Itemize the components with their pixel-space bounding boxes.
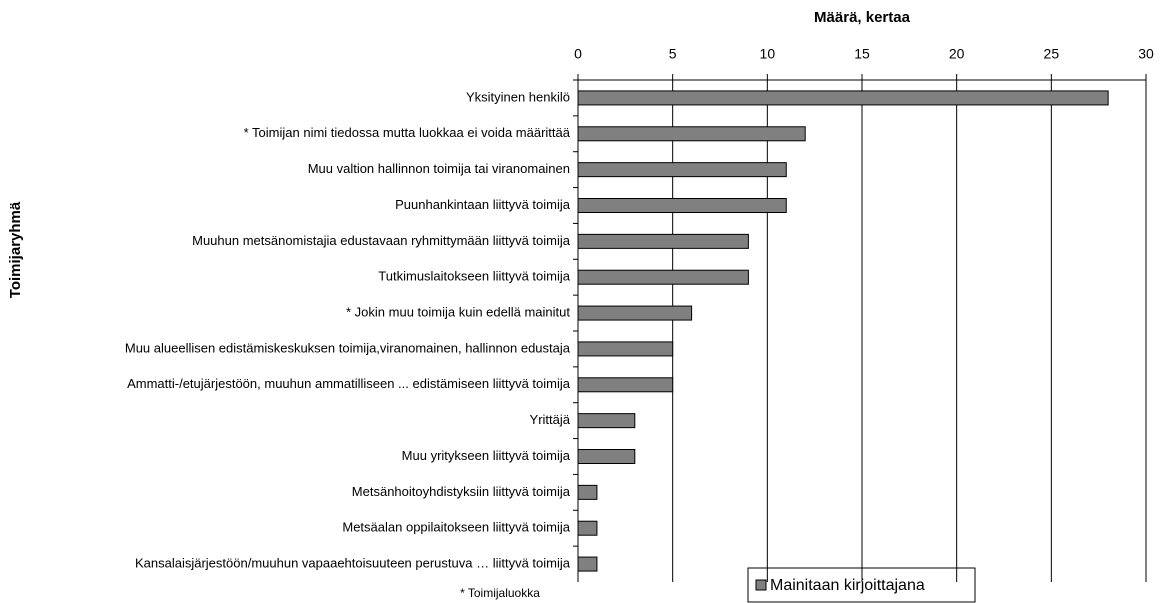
y-tick-label: Kansalaisjärjestöön/muuhun vapaaehtoisuu… — [135, 556, 571, 571]
y-tick-label: Muu yritykseen liittyvä toimija — [402, 448, 571, 463]
y-tick-label: * Jokin muu toimija kuin edellä mainitut — [346, 305, 570, 320]
x-tick-label: 5 — [669, 46, 677, 62]
bar — [577, 269, 749, 285]
footnote: * Toimijaluokka — [460, 586, 540, 600]
bar — [577, 90, 1109, 106]
y-tick-label: Muuhun metsänomistajia edustavaan ryhmit… — [192, 233, 571, 248]
y-tick-label: Muu alueellisen edistämiskeskuksen toimi… — [125, 340, 571, 355]
x-tick-label: 0 — [574, 46, 582, 62]
bar — [577, 556, 598, 572]
y-tick-label: Muu valtion hallinnon toimija tai virano… — [308, 161, 570, 176]
bar — [577, 233, 749, 249]
bar — [577, 413, 636, 429]
y-tick-label: Metsänhoitoyhdistyksiin liittyvä toimija — [352, 484, 571, 499]
y-tick-label: Tutkimuslaitokseen liittyvä toimija — [378, 269, 570, 284]
bar — [577, 484, 598, 500]
y-tick-label: Metsäalan oppilaitokseen liittyvä toimij… — [342, 520, 570, 535]
y-tick-label: * Toimijan nimi tiedossa mutta luokkaa e… — [244, 125, 571, 140]
y-tick-label: Ammatti-/etujärjestöön, muuhun ammatilli… — [127, 376, 571, 391]
x-tick-label: 25 — [1044, 46, 1060, 62]
bar — [577, 377, 674, 393]
bar — [577, 198, 787, 213]
y-tick-label: Puunhankintaan liittyvä toimija — [395, 197, 571, 212]
x-tick-label: 15 — [854, 46, 870, 62]
bar — [577, 341, 674, 357]
x-tick-label: 10 — [760, 46, 776, 62]
bar — [577, 305, 693, 321]
x-tick-label: 30 — [1138, 46, 1154, 62]
y-tick-label: Yrittäjä — [530, 412, 571, 427]
y-axis-title: Toimijaryhmä — [7, 201, 24, 298]
bar — [577, 126, 806, 142]
bar — [577, 162, 787, 178]
legend-label: Mainitaan kirjoittajana — [770, 577, 925, 594]
bar — [577, 520, 598, 536]
bar — [577, 449, 636, 464]
x-axis-title: Määrä, kertaa — [814, 9, 911, 26]
legend-swatch — [755, 579, 767, 591]
x-tick-label: 20 — [949, 46, 965, 62]
y-tick-label: Yksityinen henkilö — [466, 89, 570, 104]
